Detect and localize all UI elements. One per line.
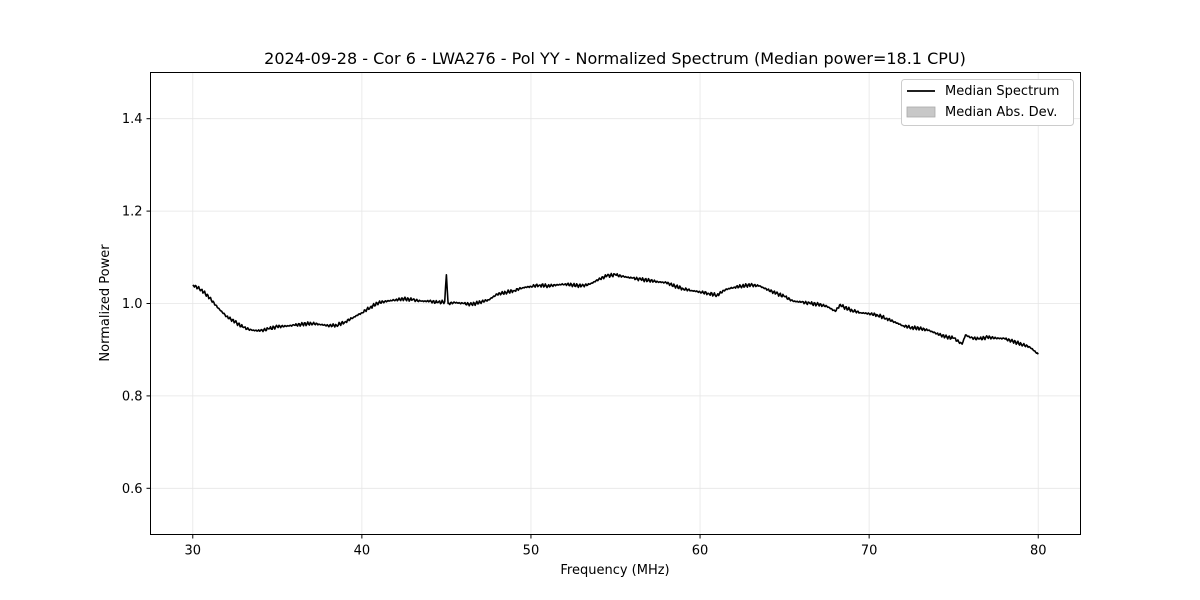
x-tick-label: 50 xyxy=(523,544,540,559)
median-spectrum-line xyxy=(192,272,1039,355)
legend-box xyxy=(901,79,1074,126)
x-tick-label: 30 xyxy=(184,544,201,559)
x-tick-label: 80 xyxy=(1030,544,1047,559)
legend-band-swatch xyxy=(906,106,936,118)
x-axis-label: Frequency (MHz) xyxy=(560,563,669,578)
series-layer xyxy=(192,272,1039,355)
y-axis-label: Normalized Power xyxy=(98,244,113,362)
chart-title: 2024-09-28 - Cor 6 - LWA276 - Pol YY - N… xyxy=(264,49,966,68)
x-tick-label: 40 xyxy=(354,544,371,559)
y-tick-label: 0.8 xyxy=(122,389,143,404)
y-tick-label: 1.2 xyxy=(122,205,143,220)
legend: Median Spectrum Median Abs. Dev. xyxy=(901,79,1074,126)
y-tick-label: 0.6 xyxy=(122,482,143,497)
x-tick-label: 60 xyxy=(692,544,709,559)
x-tick-label: 70 xyxy=(861,544,878,559)
legend-label-median-abs-dev: Median Abs. Dev. xyxy=(945,105,1057,120)
legend-label-median-spectrum: Median Spectrum xyxy=(945,84,1059,99)
y-tick-label: 1.4 xyxy=(122,112,143,127)
y-axis: 0.6 0.8 1.0 1.2 1.4 xyxy=(122,112,151,497)
y-tick-label: 1.0 xyxy=(122,297,143,312)
x-axis: 30 40 50 60 70 80 xyxy=(184,534,1047,559)
